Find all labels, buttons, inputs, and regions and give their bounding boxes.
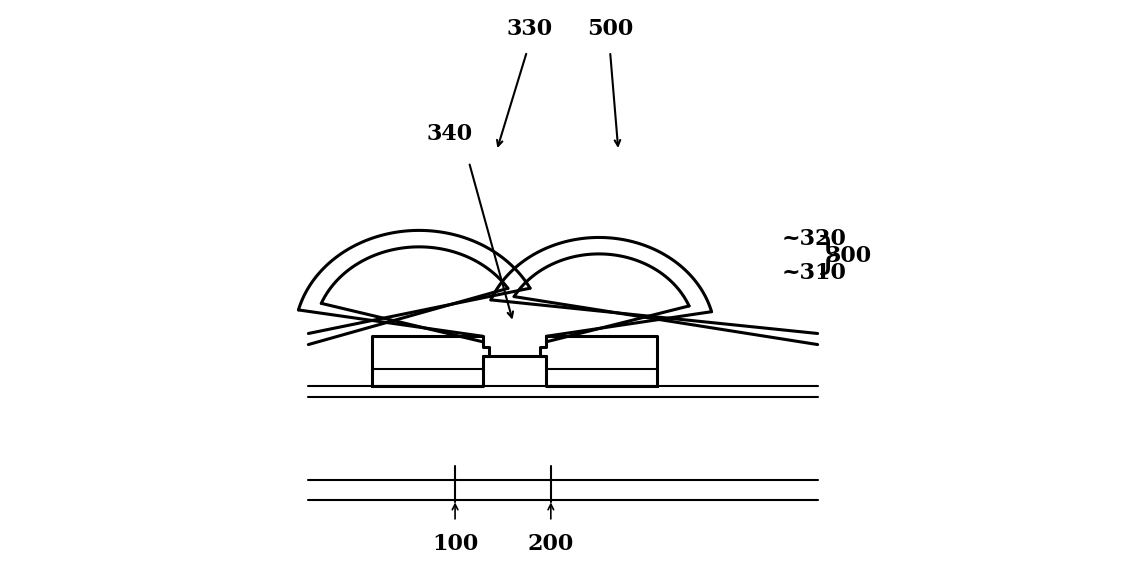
Text: 500: 500 (587, 18, 633, 40)
Text: 100: 100 (432, 533, 479, 555)
Text: 200: 200 (528, 533, 574, 555)
Text: }: } (815, 235, 841, 277)
Text: ~320: ~320 (781, 228, 847, 250)
Text: 340: 340 (427, 123, 473, 145)
Text: ~310: ~310 (781, 261, 847, 284)
Text: 300: 300 (825, 245, 872, 267)
Text: 330: 330 (507, 18, 553, 40)
